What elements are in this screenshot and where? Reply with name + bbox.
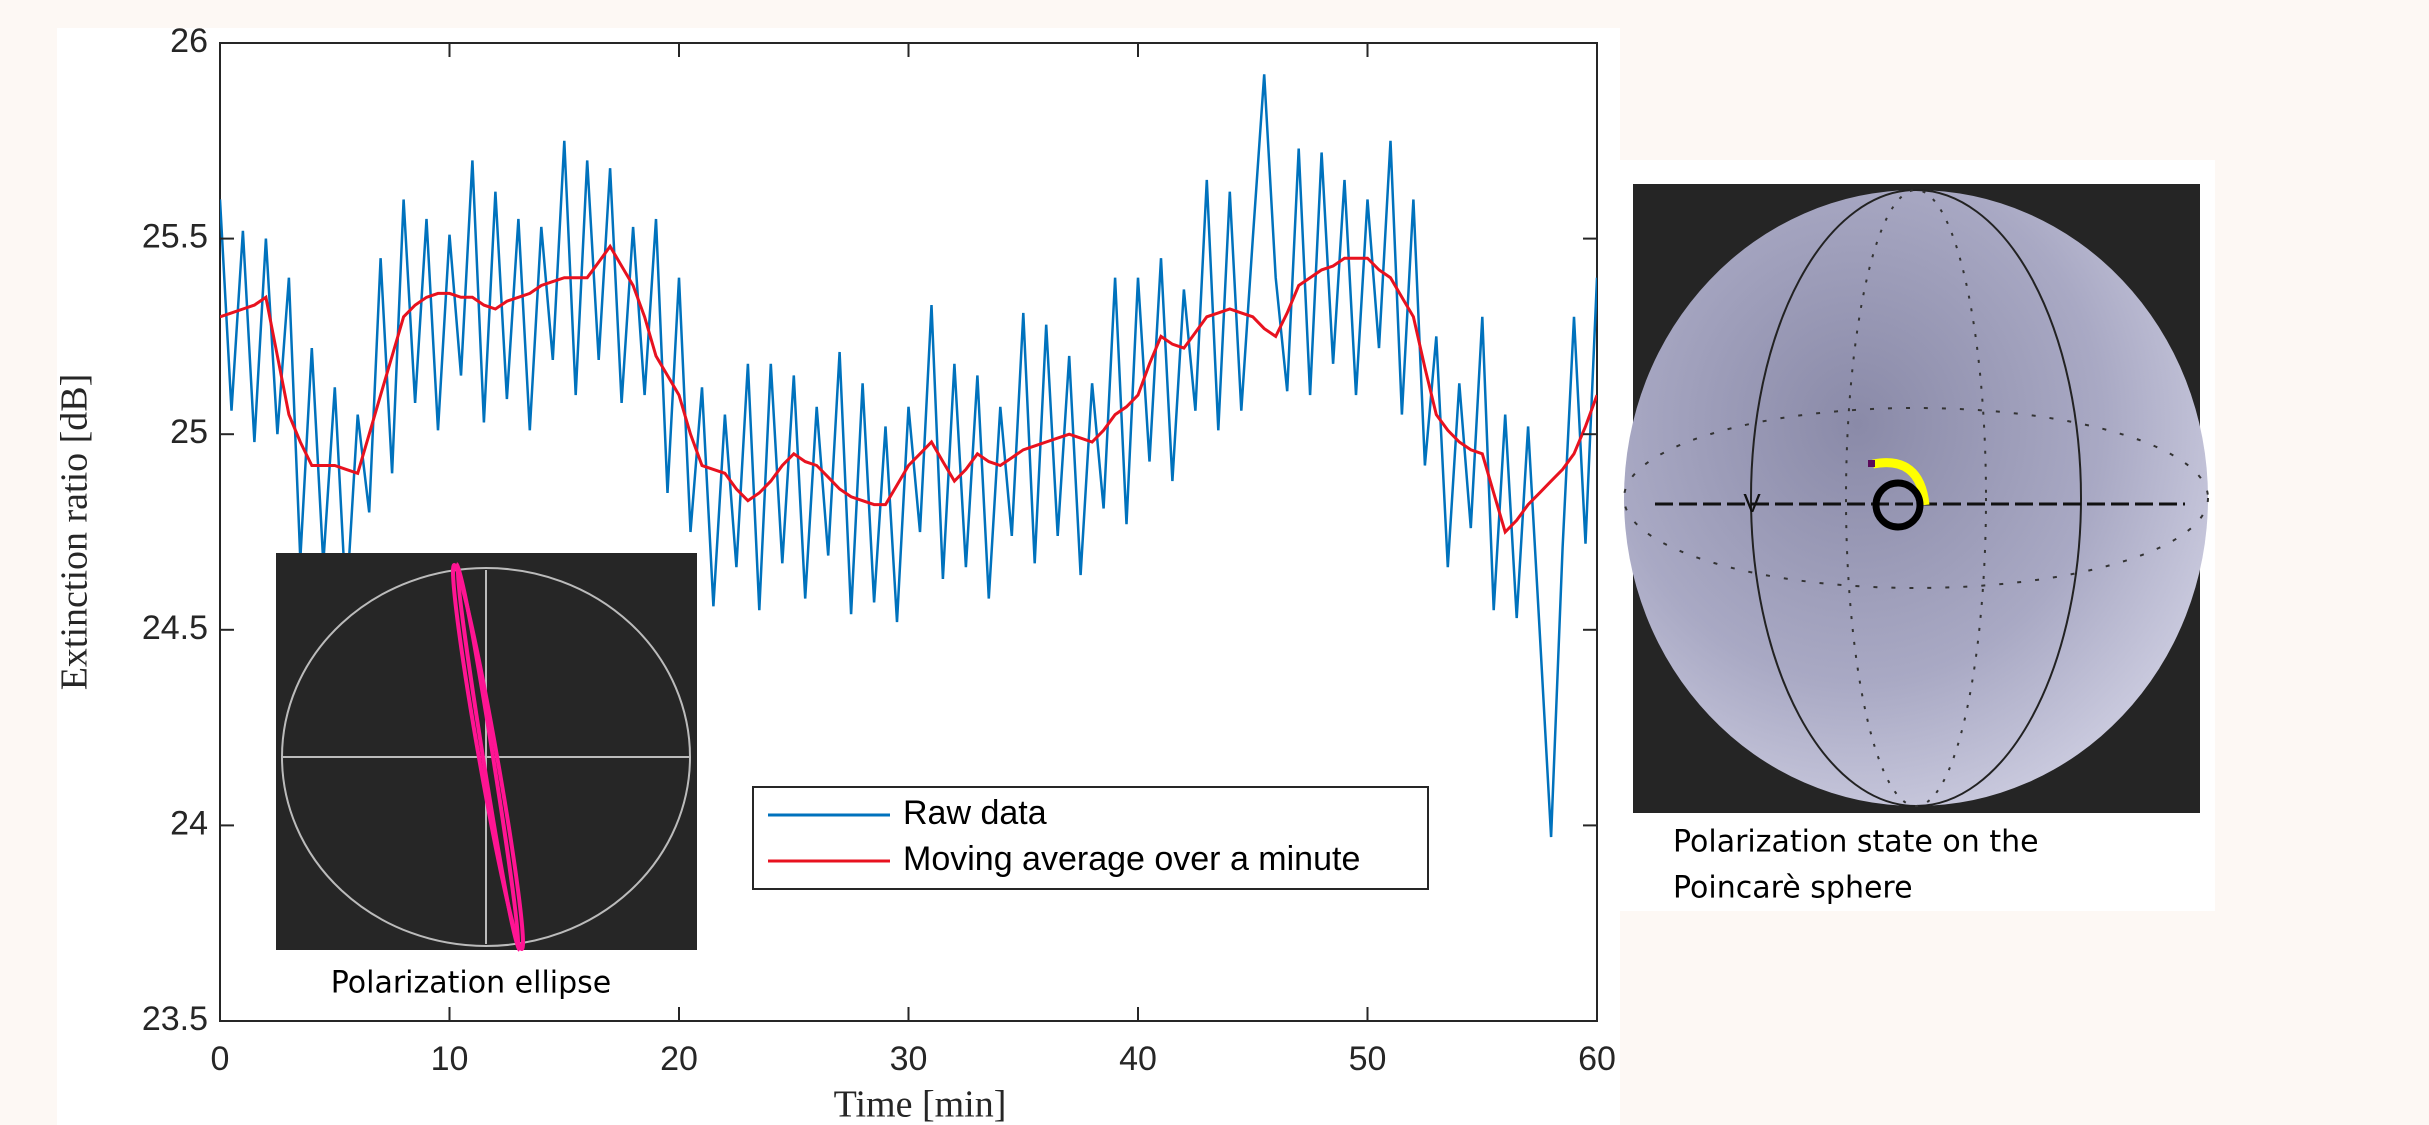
sphere-caption: Polarization state on the — [1673, 825, 2039, 860]
y-tick-label: 24 — [170, 804, 208, 842]
trajectory — [1872, 479, 1924, 531]
x-tick-label: 10 — [431, 1040, 469, 1078]
x-tick-label: 30 — [890, 1040, 928, 1078]
x-axis-label: Time [min] — [834, 1084, 1007, 1125]
x-tick-label: 50 — [1349, 1040, 1387, 1078]
sphere-inset: V Polarization state on the Poincarè sph… — [1623, 184, 2209, 906]
plot-area — [220, 74, 1597, 838]
sphere-label: V — [1743, 488, 1761, 518]
state-marker — [1868, 460, 1875, 467]
y-tick-label: 23.5 — [142, 1000, 208, 1038]
latitude — [1623, 407, 2209, 589]
ellipse-inset: Polarization ellipse — [276, 553, 697, 1001]
trajectory — [1872, 458, 1930, 506]
legend-label: Moving average over a minute — [903, 840, 1360, 878]
legend-label: Raw data — [903, 794, 1047, 832]
polarization-ellipse — [455, 562, 521, 952]
y-tick-label: 25.5 — [142, 218, 208, 256]
y-tick-label: 24.5 — [142, 609, 208, 647]
legend-box — [752, 786, 1429, 890]
y-tick-label: 26 — [170, 22, 208, 60]
series-line — [220, 243, 1597, 535]
meridian — [1845, 189, 1987, 807]
x-tick-label: 0 — [211, 1040, 230, 1078]
y-axis-label: Extinction ratio [dB] — [54, 374, 96, 691]
x-tick-label: 60 — [1578, 1040, 1616, 1078]
sphere-caption: Poincarè sphere — [1673, 871, 1913, 906]
y-tick-label: 25 — [170, 413, 208, 451]
x-tick-label: 40 — [1119, 1040, 1157, 1078]
polarization-ellipse — [450, 562, 526, 952]
ellipse-caption: Polarization ellipse — [331, 966, 612, 1001]
series-line — [220, 74, 1597, 838]
legend: Raw data Moving average over a minute — [752, 786, 1429, 890]
x-tick-label: 20 — [660, 1040, 698, 1078]
